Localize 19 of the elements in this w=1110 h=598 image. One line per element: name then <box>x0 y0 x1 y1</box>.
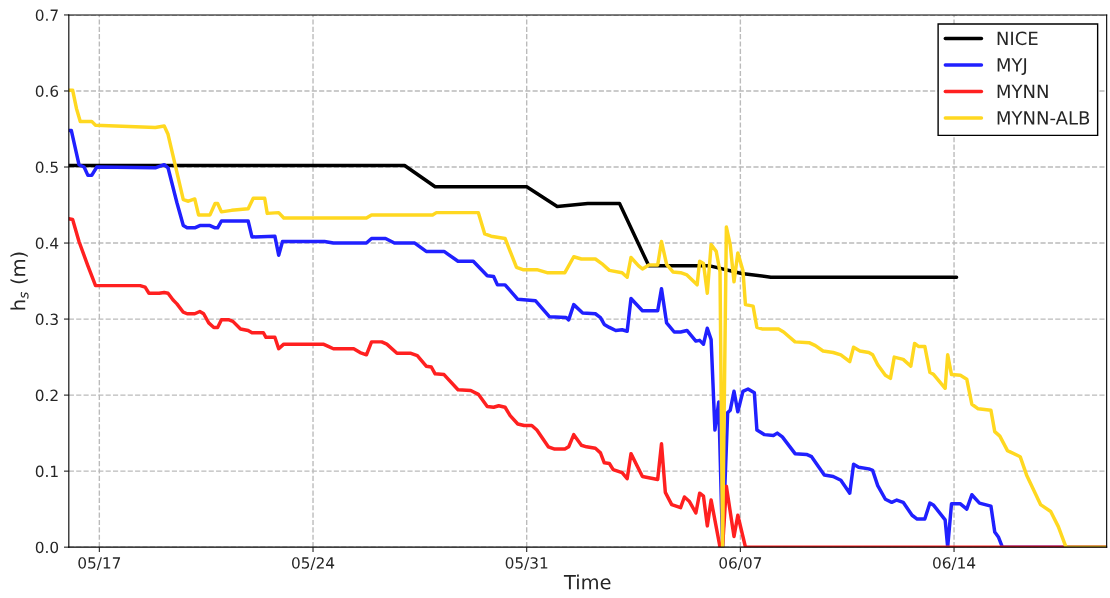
y-tick-label: 0.1 <box>35 465 58 478</box>
y-tick-label: 0.2 <box>35 389 58 402</box>
legend-label: MYNN-ALB <box>997 111 1090 125</box>
y-axis-title: h$_{s}$ (m) <box>10 252 29 310</box>
y-tick-label: 0.6 <box>35 85 59 97</box>
y-tick-label: 0.4 <box>35 237 59 250</box>
y-tick-label: 0.0 <box>35 541 59 554</box>
y-tick-label: 0.5 <box>35 161 58 174</box>
x-tick-label: 05/31 <box>505 557 548 570</box>
x-tick-label: 06/07 <box>719 557 762 570</box>
y-tick-label: 0.3 <box>35 313 58 326</box>
y-tick-label: 0.7 <box>35 9 58 21</box>
legend-label: MYJ <box>997 58 1027 76</box>
x-axis-title: Time <box>563 574 611 590</box>
x-tick-label: 05/24 <box>292 557 335 570</box>
legend-label: MYNN <box>997 84 1048 98</box>
x-tick-label: 06/14 <box>933 557 976 570</box>
legend-label: NICE <box>997 31 1038 46</box>
x-tick-label: 05/17 <box>78 557 121 570</box>
